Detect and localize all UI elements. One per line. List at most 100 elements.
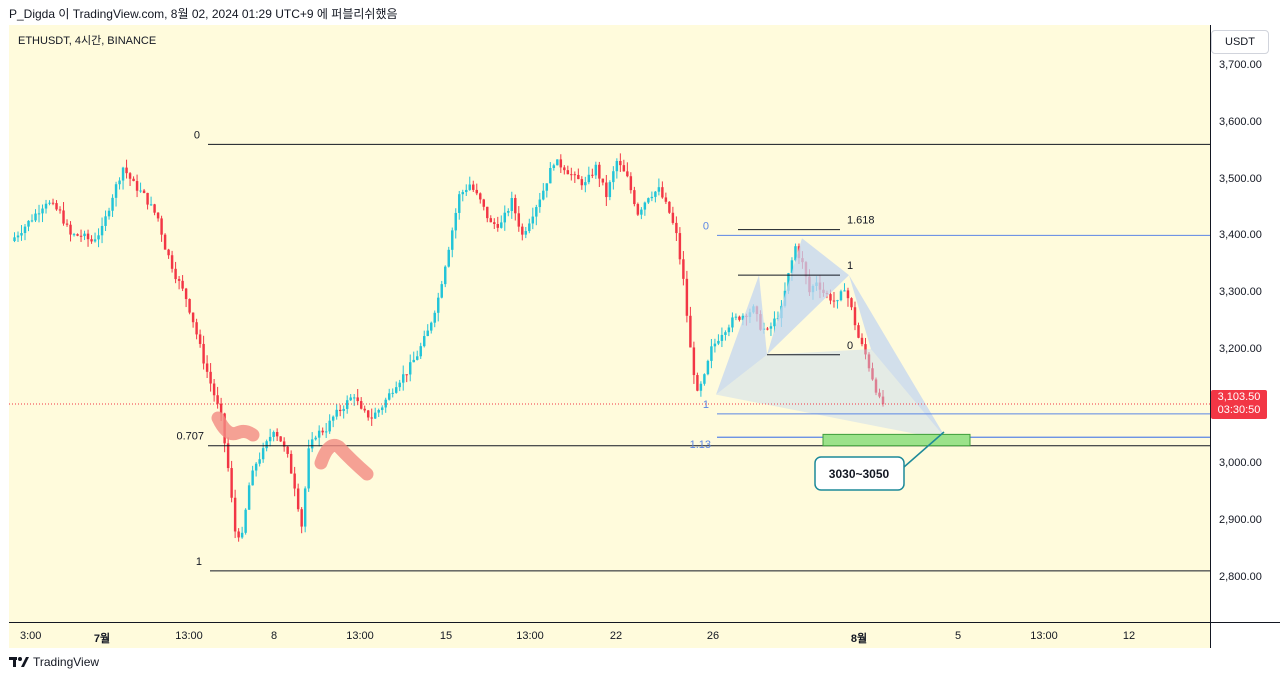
price-tick-label: 2,900.00 <box>1219 513 1262 526</box>
candle-body <box>493 222 496 225</box>
candle-body <box>163 234 167 250</box>
candle-body <box>160 218 163 235</box>
candle-body <box>836 300 839 302</box>
price-tick-label: 3,500.00 <box>1219 172 1262 185</box>
candle-body <box>268 436 272 442</box>
candle-body <box>286 446 289 454</box>
candle-body <box>787 273 790 291</box>
candle-body <box>335 409 338 417</box>
candle-body <box>328 420 331 432</box>
candle-body <box>584 182 587 186</box>
time-tick-label: 5 <box>954 630 962 642</box>
candle-body <box>373 412 377 419</box>
candle-body <box>430 322 433 331</box>
candle-body <box>549 167 552 184</box>
bounce-arrow-highlight <box>314 438 374 481</box>
candle-body <box>100 225 104 236</box>
time-tick-label: 7월 <box>93 633 111 645</box>
candle-body <box>370 417 373 419</box>
candle-body <box>251 470 254 486</box>
candle-body <box>734 316 738 318</box>
candle-body <box>86 233 90 240</box>
candle-body <box>864 344 867 355</box>
candle-body <box>447 249 450 267</box>
candle-body <box>177 279 181 281</box>
footer-brand: TradingView <box>33 655 100 669</box>
candle-body <box>710 346 713 361</box>
chart-svg[interactable]: 0 0.707 1 0 1 1.13 1.618 1 0 3030~3050 <box>9 25 1210 622</box>
candle-body <box>451 230 454 250</box>
candle-body <box>426 330 429 337</box>
time-tick-label: 13:00 <box>1030 630 1058 642</box>
candle-body <box>34 213 37 221</box>
candle-body <box>514 198 517 214</box>
candle-body <box>829 294 832 301</box>
candle-body <box>706 360 710 375</box>
price-axis[interactable]: 3,700.00 3,600.00 3,500.00 3,400.00 3,300.00… <box>1210 25 1280 622</box>
fib-level-label: 0.707 <box>176 431 204 443</box>
candle-body <box>465 189 468 193</box>
candle-body <box>766 328 769 330</box>
candle-body <box>310 439 314 449</box>
candle-body <box>114 184 118 198</box>
axis-corner <box>1210 622 1280 648</box>
candle-body <box>16 235 20 238</box>
candle-body <box>65 223 69 225</box>
candle-body <box>678 233 682 260</box>
candle-countdown: 03:30:50 <box>1217 403 1261 416</box>
candle-body <box>398 382 401 388</box>
currency-button[interactable]: USDT <box>1211 30 1269 54</box>
fib-level-label: 0 <box>194 129 200 141</box>
candle-body <box>622 165 626 172</box>
candle-body <box>720 334 724 341</box>
time-tick-label: 12 <box>1122 630 1136 642</box>
candle-body <box>233 497 237 532</box>
candle-body <box>871 368 874 380</box>
candle-body <box>790 260 794 274</box>
candle-body <box>692 347 696 376</box>
candle-body <box>380 407 384 411</box>
candle-body <box>58 209 62 211</box>
candle-body <box>240 532 244 538</box>
candle-body <box>412 359 415 363</box>
candle-body <box>629 176 633 191</box>
candle-body <box>850 298 853 308</box>
candle-body <box>713 343 717 347</box>
candle-body <box>545 183 549 191</box>
candle-body <box>209 371 212 384</box>
candle-body <box>874 379 878 393</box>
candle-body <box>230 468 233 498</box>
candle-body <box>401 374 405 383</box>
candle-body <box>517 213 521 227</box>
candle-body <box>794 246 797 261</box>
symbol-label: ETHUSDT, 4시간, BINANCE <box>18 35 157 47</box>
candle-body <box>619 160 622 166</box>
candle-body <box>321 430 324 433</box>
candle-body <box>303 488 307 527</box>
candle-body <box>570 174 573 176</box>
candle-body <box>349 397 352 401</box>
candle-body <box>640 209 643 215</box>
candle-body <box>90 239 93 242</box>
candle-body <box>416 356 419 360</box>
candle-body <box>275 431 279 437</box>
time-tick-label: 13:00 <box>175 630 203 642</box>
price-tick-label: 3,200.00 <box>1219 343 1262 356</box>
callout-box <box>814 456 905 491</box>
candle-body <box>198 334 202 344</box>
candle-body <box>832 300 836 302</box>
candle-body <box>62 210 65 224</box>
candle-body <box>191 312 195 323</box>
harmonic-fib-label: 1 <box>703 399 709 411</box>
candle-body <box>612 171 615 183</box>
time-axis[interactable]: 3:00 7월 13:00 8 13:00 15 13:00 22 26 8월 5 13:00 12 <box>9 622 1210 648</box>
candle-body <box>51 202 55 204</box>
fib-level-label: 1 <box>196 556 202 568</box>
candle-body <box>107 210 111 217</box>
chart-pane[interactable]: 0 0.707 1 0 1 1.13 1.618 1 0 3030~3050 ETHUSDT, 4… <box>9 25 1210 622</box>
candle-body <box>20 233 23 236</box>
price-tick-label: 3,700.00 <box>1219 58 1262 71</box>
candle-body <box>542 190 545 200</box>
candle-body <box>419 346 422 357</box>
candle-body <box>699 383 703 391</box>
